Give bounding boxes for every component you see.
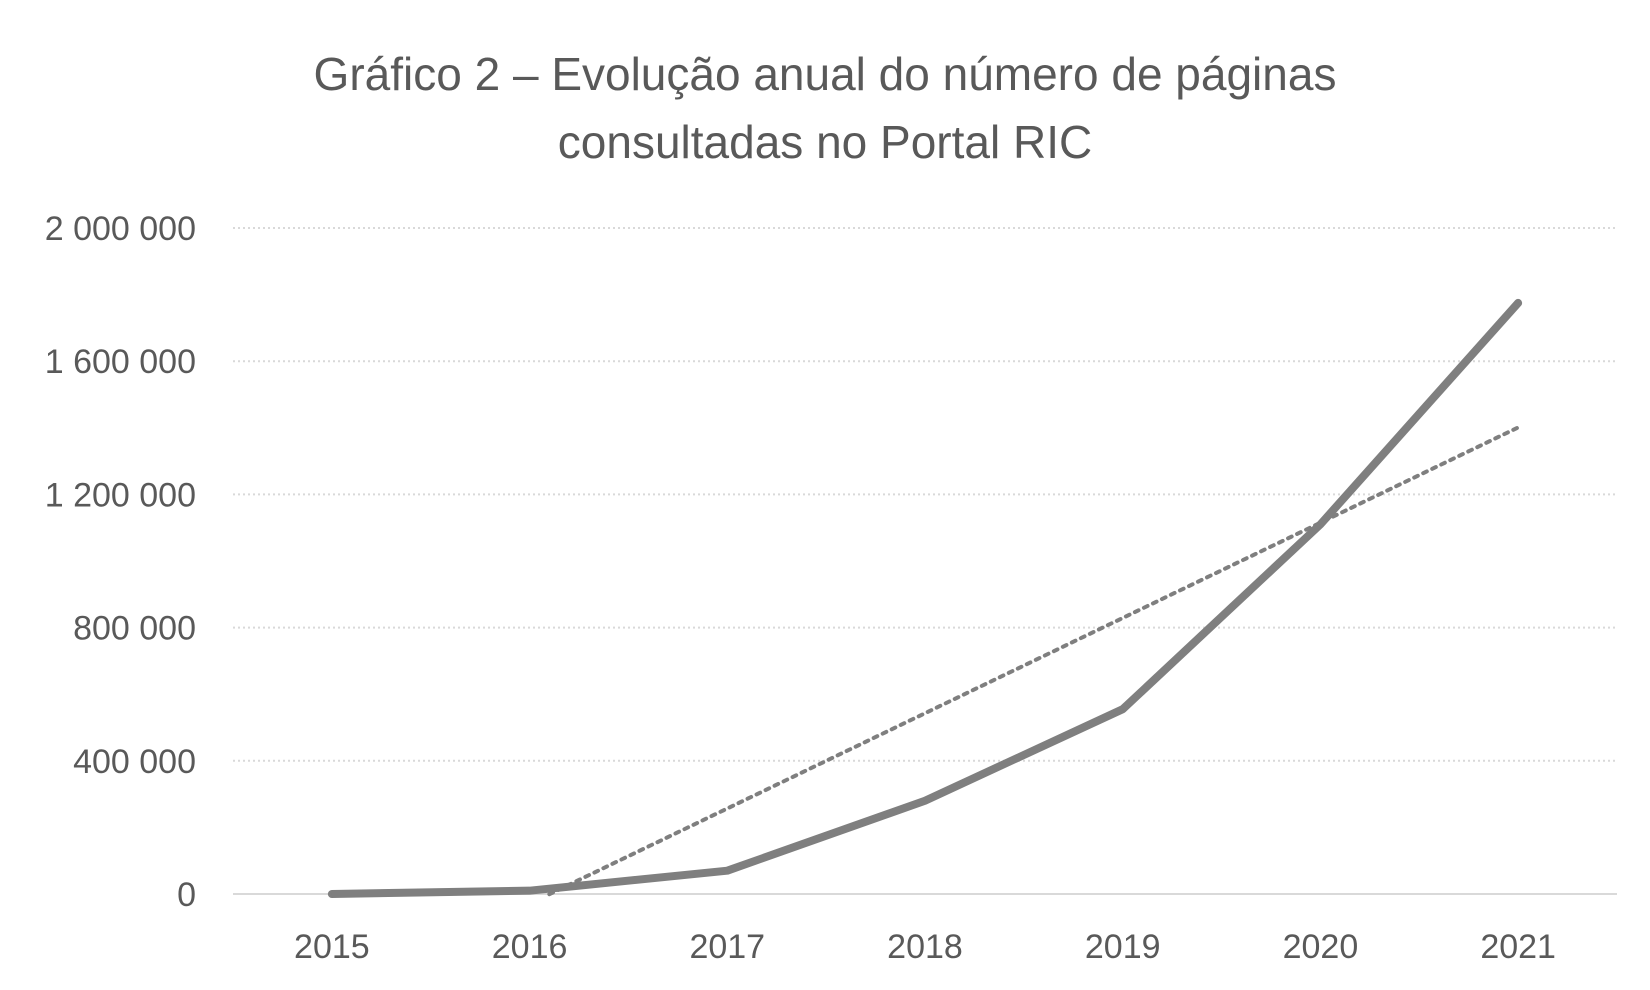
y-tick-label-3: 1 200 000 xyxy=(45,476,196,514)
x-tick-label-3: 2018 xyxy=(887,928,963,966)
trendline xyxy=(547,425,1521,897)
series-0-point-4 xyxy=(1122,708,1124,710)
y-tick-label-0: 0 xyxy=(177,876,196,914)
x-tick-label-4: 2019 xyxy=(1085,928,1161,966)
series-0-point-1 xyxy=(529,890,531,892)
series-0-point-6 xyxy=(1517,302,1519,304)
series-line-0 xyxy=(327,298,1523,898)
y-tick-label-1: 400 000 xyxy=(73,743,196,781)
x-tick-label-6: 2021 xyxy=(1480,928,1556,966)
chart-title-line-2: consultadas no Portal RIC xyxy=(557,116,1093,168)
series-0-point-0 xyxy=(331,893,333,895)
y-tick-label-5: 2 000 000 xyxy=(45,210,196,248)
series-0-point-2 xyxy=(726,870,728,872)
chart-title: Gráfico 2 – Evolução anual do número de … xyxy=(0,40,1650,176)
x-tick-label-1: 2016 xyxy=(492,928,568,966)
series-0-point-3 xyxy=(924,800,926,802)
x-tick-label-0: 2015 xyxy=(294,928,370,966)
x-tick-label-2: 2017 xyxy=(689,928,765,966)
chart-title-line-1: Gráfico 2 – Evolução anual do número de … xyxy=(313,48,1337,100)
y-tick-label-2: 800 000 xyxy=(73,610,196,648)
y-tick-label-4: 1 600 000 xyxy=(45,343,196,381)
series-0-point-5 xyxy=(1319,523,1321,525)
x-tick-label-5: 2020 xyxy=(1283,928,1359,966)
